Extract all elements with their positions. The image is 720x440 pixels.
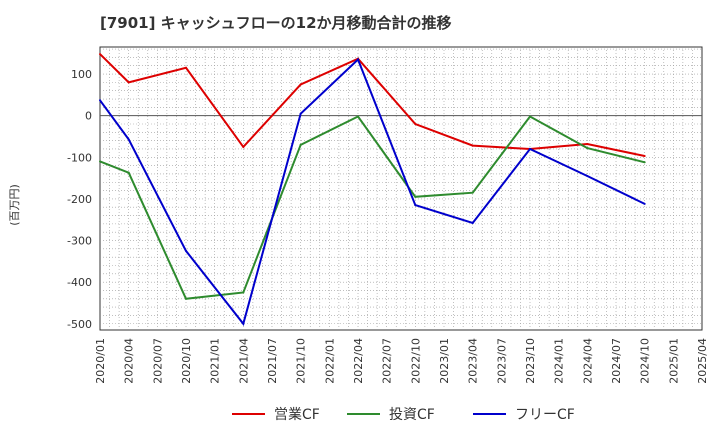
data-point [357,115,359,118]
chart-title: [7901] キャッシュフローの12か月移動合計の推移 [100,14,452,32]
y-tick-label: -500 [67,318,92,331]
legend-label-1: 投資CF [389,407,435,423]
data-point [586,142,589,145]
x-tick-label: 2025/01 [667,338,680,384]
data-point [414,195,417,198]
y-tick-label: -100 [67,151,92,164]
data-point [529,147,531,150]
data-point [643,161,646,164]
data-point [299,112,302,115]
data-point [185,297,187,300]
x-tick-label: 2023/10 [524,338,537,384]
plot-area-border [99,46,703,331]
data-point [357,58,359,61]
series-layer [99,53,646,326]
x-tick-label: 2021/10 [295,338,308,384]
data-point [99,99,101,102]
data-point [586,147,589,150]
x-tick-label: 2022/04 [352,338,365,384]
data-point [299,83,302,86]
y-axis-label: (百万円) [8,184,21,226]
data-point [471,191,474,194]
x-tick-label: 2024/01 [553,338,566,384]
y-tick-label: 100 [71,68,92,81]
x-tick-label: 2025/04 [696,338,709,384]
x-tick-label: 2024/07 [610,338,623,384]
x-tick-label: 2022/07 [381,338,394,384]
data-point [414,122,417,125]
series-line-1 [99,115,645,300]
x-tick-label: 2024/10 [639,338,652,384]
data-point [127,81,130,84]
x-tick-label: 2023/07 [495,338,508,384]
x-tick-label: 2020/10 [180,338,193,384]
x-tick-label: 2020/04 [123,338,136,384]
grid-layer [99,46,703,331]
legend-label-0: 営業CF [274,407,320,423]
x-tick-label: 2023/01 [438,338,451,384]
x-tick-label: 2020/07 [151,338,164,384]
data-point [299,143,302,146]
data-point [471,144,474,147]
x-tick-label: 2022/10 [409,338,422,384]
data-point [643,155,646,158]
x-tick-label: 2024/04 [581,338,594,384]
data-point [643,202,646,205]
data-point [185,249,187,252]
data-point [242,291,245,294]
y-tick-label: -200 [67,193,92,206]
x-tick-label: 2021/04 [237,338,250,384]
x-tick-label: 2021/01 [209,338,222,384]
x-tick-label: 2020/01 [94,338,107,384]
data-point [99,53,101,56]
data-point [127,171,130,174]
data-point [185,66,187,69]
y-tick-label: -300 [67,235,92,248]
data-point [414,204,417,207]
x-tick-label: 2022/01 [323,338,336,384]
y-tick-label: 0 [85,110,92,123]
data-point [471,222,474,225]
x-tick-label: 2023/04 [467,338,480,384]
data-point [529,115,531,118]
y-tick-label: -400 [67,276,92,289]
legend-layer: 営業CF 投資CF フリーCF [232,407,575,423]
data-point [127,138,130,141]
data-point [99,160,101,163]
x-tick-label: 2021/07 [266,338,279,384]
legend-label-2: フリーCF [515,407,575,423]
data-point [242,145,245,148]
data-point [586,175,589,178]
data-point [242,322,245,325]
